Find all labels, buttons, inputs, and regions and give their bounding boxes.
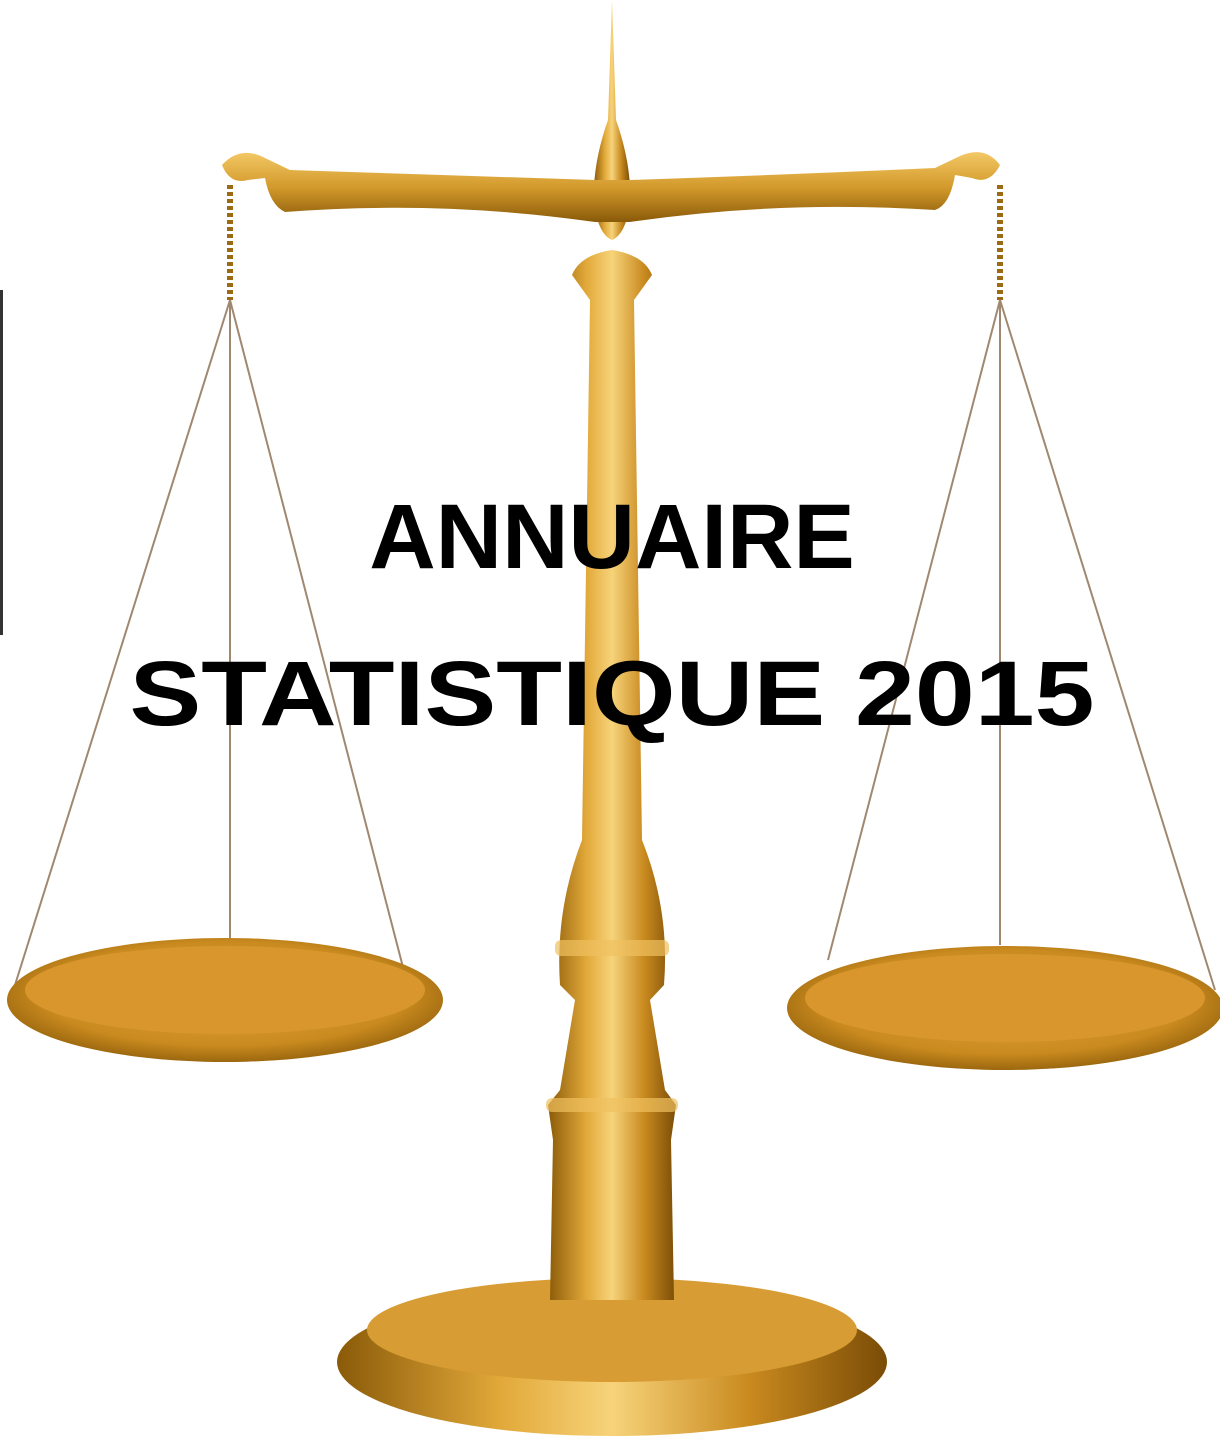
- pan-right-inner: [805, 954, 1205, 1042]
- collar: [546, 1098, 678, 1112]
- collar: [555, 940, 669, 956]
- title-line: ANNUAIRE: [369, 486, 855, 588]
- page: {"title_lines": ["ANNUAIRE", "STATISTIQU…: [0, 0, 1220, 1436]
- edge-line: [0, 290, 3, 635]
- cover: ANNUAIRE STATISTIQUE 2015: [0, 0, 1220, 1436]
- title-line: STATISTIQUE 2015: [130, 643, 1095, 745]
- column: [548, 250, 676, 1300]
- pan-left-inner: [25, 946, 425, 1034]
